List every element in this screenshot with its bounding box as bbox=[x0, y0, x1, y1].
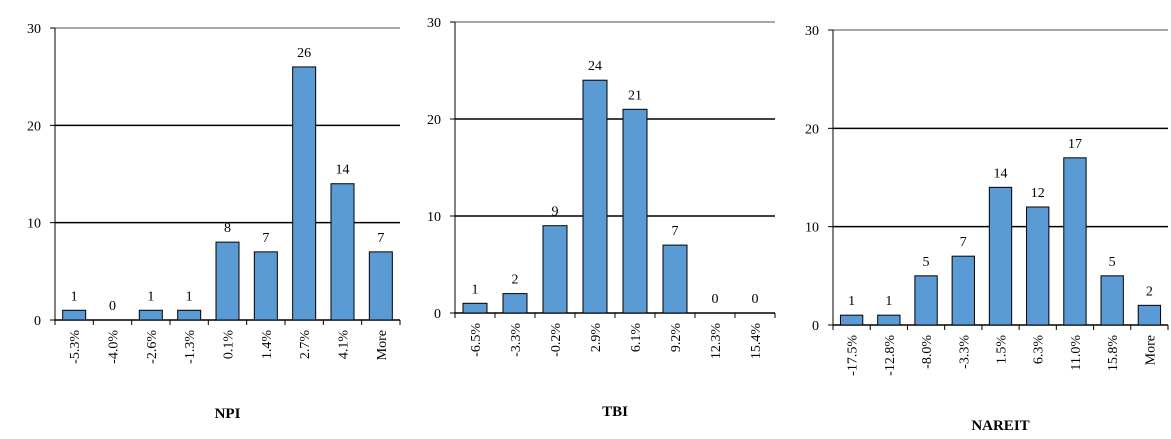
bar bbox=[215, 241, 240, 321]
value-label: 7 bbox=[377, 231, 384, 246]
bar bbox=[1063, 157, 1087, 326]
x-tick-label: 0.1% bbox=[222, 330, 237, 360]
value-label: 0 bbox=[109, 299, 116, 314]
value-label: 21 bbox=[628, 88, 642, 103]
bar bbox=[138, 309, 163, 321]
x-tick-label: 15.8% bbox=[1106, 335, 1121, 372]
chart-title: NPI bbox=[215, 406, 241, 422]
x-tick-label: 6.1% bbox=[629, 323, 644, 353]
value-label: 17 bbox=[1068, 137, 1082, 152]
value-label: 0 bbox=[752, 292, 759, 307]
bar bbox=[877, 314, 901, 326]
bar bbox=[292, 66, 317, 321]
bar bbox=[988, 186, 1013, 326]
value-label: 2 bbox=[512, 273, 519, 288]
x-tick-label: -3.3% bbox=[509, 323, 524, 357]
value-label: 7 bbox=[262, 231, 269, 246]
bar bbox=[502, 293, 528, 314]
bar bbox=[839, 314, 864, 326]
bar bbox=[177, 309, 202, 321]
bar bbox=[1100, 275, 1124, 326]
x-tick-label: 12.3% bbox=[709, 323, 724, 360]
bar bbox=[542, 225, 568, 314]
chart-panel: 0 10 20 30 1 -17.5% 1 -12.8% 5 -8.0% 7 -3.3% 14 1.5% 1… bbox=[805, 24, 1169, 434]
x-tick-label: -5.3% bbox=[68, 330, 83, 364]
value-label: 2 bbox=[1146, 284, 1153, 299]
bar bbox=[582, 79, 608, 314]
value-label: 1 bbox=[472, 282, 479, 297]
value-label: 5 bbox=[923, 255, 930, 270]
x-tick-label: -0.2% bbox=[549, 323, 564, 357]
x-tick-label: -17.5% bbox=[846, 335, 861, 376]
value-label: 1 bbox=[848, 294, 855, 309]
x-tick-label: -3.3% bbox=[957, 335, 972, 369]
value-label: 0 bbox=[712, 292, 719, 307]
value-label: 5 bbox=[1109, 255, 1116, 270]
x-tick-label: -1.3% bbox=[183, 330, 198, 364]
y-tick-label: 10 bbox=[27, 217, 41, 232]
x-tick-label: 6.3% bbox=[1032, 335, 1047, 365]
chart-panel: 0 10 20 30 1 -6.5% 2 -3.3% 9 -0.2% 24 2.9% 21 6.1% 7 9.… bbox=[427, 16, 776, 420]
x-tick-label: 9.2% bbox=[669, 323, 684, 353]
bar bbox=[1026, 206, 1050, 326]
x-tick-label: 4.1% bbox=[337, 330, 352, 360]
y-tick-label: 30 bbox=[427, 16, 441, 31]
value-label: 7 bbox=[960, 235, 967, 250]
y-tick-label: 20 bbox=[805, 122, 819, 137]
x-tick-label: -12.8% bbox=[883, 335, 898, 376]
bar bbox=[951, 255, 975, 326]
value-label: 9 bbox=[552, 205, 559, 220]
chart-panel: 0 10 20 30 1 -5.3% 0 -4.0% 1 -2.6% 1 -1.3% 8 0.1% 7 1.4… bbox=[27, 22, 401, 422]
value-label: 7 bbox=[672, 224, 679, 239]
x-tick-label: 15.4% bbox=[749, 323, 764, 360]
value-label: 1 bbox=[147, 289, 154, 304]
bar bbox=[662, 244, 688, 314]
chart-title: NAREIT bbox=[971, 418, 1029, 434]
x-tick-label: -2.6% bbox=[145, 330, 160, 364]
bar bbox=[62, 309, 87, 321]
value-label: 14 bbox=[994, 166, 1008, 181]
bar bbox=[253, 251, 278, 321]
x-tick-label: -4.0% bbox=[107, 330, 122, 364]
chart-title: TBI bbox=[602, 404, 628, 420]
bar bbox=[462, 302, 488, 314]
y-tick-label: 30 bbox=[805, 24, 819, 39]
y-tick-label: 10 bbox=[427, 210, 441, 225]
x-tick-label: 2.9% bbox=[589, 323, 604, 353]
x-tick-label: -6.5% bbox=[469, 323, 484, 357]
x-tick-label: 2.7% bbox=[298, 330, 313, 360]
bar bbox=[1137, 304, 1162, 326]
value-label: 14 bbox=[336, 163, 350, 178]
value-label: 26 bbox=[297, 46, 311, 61]
x-tick-label: More bbox=[1143, 335, 1158, 365]
y-tick-label: 30 bbox=[27, 22, 41, 37]
value-label: 8 bbox=[224, 221, 231, 236]
x-tick-label: -8.0% bbox=[920, 335, 935, 369]
value-label: 24 bbox=[588, 59, 602, 74]
bar bbox=[330, 183, 355, 321]
x-tick-label: More bbox=[375, 330, 390, 360]
x-tick-label: 1.5% bbox=[995, 335, 1010, 365]
x-tick-label: 1.4% bbox=[260, 330, 275, 360]
y-tick-label: 20 bbox=[427, 113, 441, 128]
bar bbox=[914, 275, 938, 326]
y-tick-label: 10 bbox=[805, 221, 819, 236]
value-label: 12 bbox=[1031, 186, 1045, 201]
value-label: 1 bbox=[186, 289, 193, 304]
value-label: 1 bbox=[71, 289, 78, 304]
y-tick-label: 0 bbox=[434, 307, 441, 322]
y-tick-label: 0 bbox=[34, 314, 41, 329]
y-tick-label: 20 bbox=[27, 119, 41, 134]
bar bbox=[368, 251, 393, 321]
bar bbox=[622, 108, 648, 314]
y-tick-label: 0 bbox=[812, 319, 819, 334]
value-label: 1 bbox=[885, 294, 892, 309]
x-tick-label: 11.0% bbox=[1069, 335, 1084, 371]
